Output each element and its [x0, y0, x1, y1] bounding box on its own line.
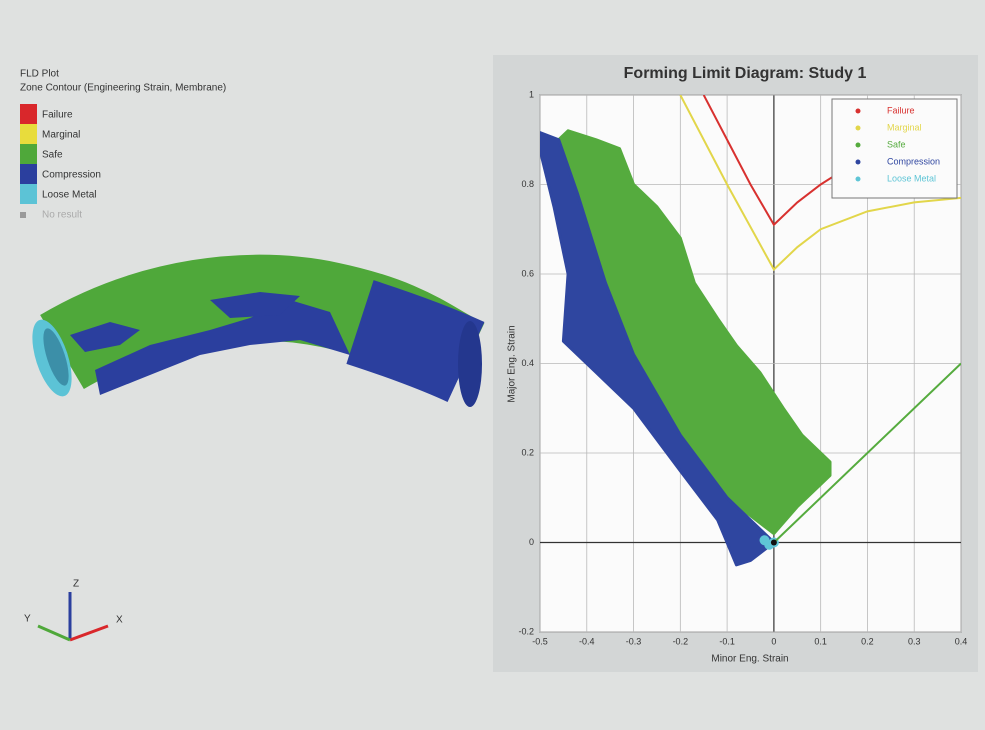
- x-tick-label: -0.4: [579, 636, 595, 646]
- y-tick-label: 0.8: [521, 179, 534, 189]
- x-tick-label: 0.2: [861, 636, 874, 646]
- legend-label: Safe: [887, 139, 906, 149]
- zone-swatch: [20, 184, 37, 204]
- y-tick-label: 0.2: [521, 447, 534, 457]
- tube-end-cap: [458, 321, 482, 407]
- x-tick-label: -0.1: [719, 636, 735, 646]
- zone-label: No result: [42, 210, 82, 221]
- zone-label: Loose Metal: [42, 190, 96, 201]
- plot-subtitle: Zone Contour (Engineering Strain, Membra…: [20, 83, 226, 94]
- y-tick-label: -0.2: [518, 626, 534, 636]
- y-axis-label: Major Eng. Strain: [507, 325, 518, 402]
- triad-z-label: Z: [73, 579, 79, 590]
- x-tick-label: 0: [771, 636, 776, 646]
- zone-label: Compression: [42, 170, 101, 181]
- legend-marker: [856, 177, 861, 182]
- zone-label: Marginal: [42, 130, 80, 141]
- tube-blue-end: [360, 322, 466, 362]
- zone-label: Safe: [42, 150, 63, 161]
- zone-swatch: [20, 164, 37, 184]
- legend-marker: [856, 109, 861, 114]
- page: FLD Plot Zone Contour (Engineering Strai…: [0, 0, 985, 730]
- legend-marker: [856, 160, 861, 165]
- legend-label: Loose Metal: [887, 173, 936, 183]
- origin-marker: [771, 540, 777, 546]
- zone-label: Failure: [42, 110, 73, 121]
- x-tick-label: -0.2: [673, 636, 689, 646]
- legend-label: Compression: [887, 156, 940, 166]
- zone-swatch: [20, 104, 37, 124]
- y-tick-label: 0: [529, 537, 534, 547]
- chart-title: Forming Limit Diagram: Study 1: [624, 65, 867, 82]
- x-tick-label: 0.4: [955, 636, 968, 646]
- x-tick-label: 0.3: [908, 636, 921, 646]
- plot-title: FLD Plot: [20, 69, 59, 80]
- y-tick-label: 0.6: [521, 268, 534, 278]
- x-tick-label: -0.3: [626, 636, 642, 646]
- triad-x-label: X: [116, 615, 123, 626]
- fld-chart: Forming Limit Diagram: Study 1 Minor Eng…: [493, 55, 978, 672]
- x-tick-label: -0.5: [532, 636, 548, 646]
- y-tick-label: 0.4: [521, 358, 534, 368]
- legend-marker: [856, 143, 861, 148]
- zone-swatch: [20, 124, 37, 144]
- y-tick-label: 1: [529, 89, 534, 99]
- legend-marker: [856, 126, 861, 131]
- legend-label: Marginal: [887, 122, 922, 132]
- zone-swatch: [20, 212, 26, 218]
- x-tick-label: 0.1: [814, 636, 827, 646]
- triad-y-label: Y: [24, 614, 31, 625]
- screen: FLD Plot Zone Contour (Engineering Strai…: [0, 0, 985, 730]
- zone-swatch: [20, 144, 37, 164]
- x-axis-label: Minor Eng. Strain: [711, 654, 788, 665]
- legend-label: Failure: [887, 105, 915, 115]
